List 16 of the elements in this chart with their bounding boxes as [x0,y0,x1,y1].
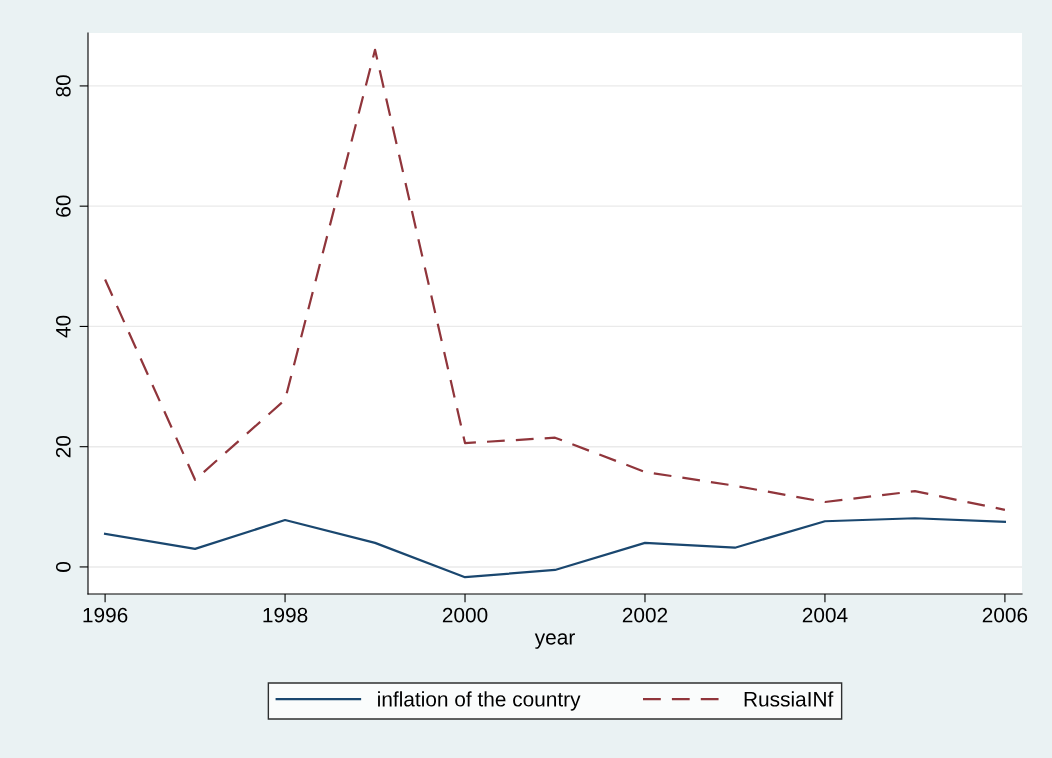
x-tick-label: 2004 [802,607,848,623]
x-tick-label: 1996 [83,607,128,623]
y-tick-label: 0 [55,561,71,572]
legend-label: inflation of the country [378,691,581,711]
x-tick-label: 2000 [442,607,488,623]
y-tick-label: 60 [55,195,71,217]
line-series [103,517,1007,579]
legend-label: RussiaINf [744,691,834,707]
y-tick-label: 40 [55,315,71,338]
x-tick-label: 1998 [263,607,308,623]
x-tick-label: 2006 [982,607,1028,623]
x-tick-label: 2002 [622,607,668,623]
line-series [103,48,1007,511]
y-tick-label: 20 [55,435,71,458]
y-tick-label: 80 [55,75,71,97]
x-axis-title: year [534,633,575,649]
